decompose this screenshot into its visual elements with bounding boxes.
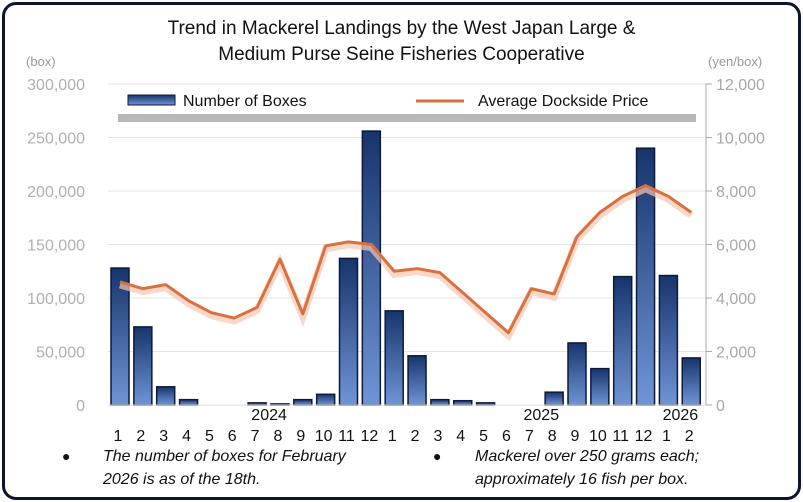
note-1-line-1: The number of boxes for February (103, 448, 346, 465)
x-tick-label: 6 (228, 428, 237, 445)
x-tick-label: 2 (411, 428, 420, 445)
x-tick-label: 2 (136, 428, 145, 445)
left-tick-label: 300,000 (27, 77, 85, 94)
bar (658, 274, 679, 406)
left-tick-label: 150,000 (27, 238, 85, 255)
bar (612, 275, 633, 406)
bar (453, 399, 473, 406)
bar (315, 393, 336, 406)
x-tick-label: 7 (251, 428, 260, 445)
bar (567, 342, 587, 406)
x-tick-label: 1 (388, 428, 397, 445)
left-axis-label: (box) (26, 54, 56, 69)
x-tick-label: 8 (548, 428, 557, 445)
x-tick-label: 11 (612, 428, 629, 445)
bar (293, 398, 313, 406)
x-tick-label: 12 (635, 428, 653, 445)
bar (178, 398, 199, 406)
year-label: 2026 (663, 407, 699, 424)
left-tick-label: 0 (76, 398, 85, 415)
bar (544, 391, 564, 406)
x-tick-label: 1 (114, 428, 123, 445)
year-label: 2024 (251, 407, 287, 424)
chart-title: Trend in Mackerel Landings by the West J… (0, 16, 803, 68)
x-tick-label: 10 (589, 428, 607, 445)
title-line-2: Medium Purse Seine Fisheries Cooperative (218, 44, 585, 65)
left-tick-label: 50,000 (36, 345, 85, 362)
x-tick-label: 4 (182, 428, 191, 445)
price-line (119, 184, 693, 335)
x-tick-label: 12 (360, 428, 378, 445)
note-2: Mackerel over 250 grams each; approximat… (475, 445, 699, 491)
left-tick-label: 250,000 (27, 131, 85, 148)
x-tick-label: 4 (456, 428, 465, 445)
right-axis-label: (yen/box) (708, 54, 762, 69)
title-line-1: Trend in Mackerel Landings by the West J… (167, 18, 636, 39)
bar (361, 130, 382, 406)
x-tick-label: 7 (525, 428, 534, 445)
legend-label-boxes: Number of Boxes (183, 93, 307, 110)
right-tick-label: 0 (716, 398, 725, 415)
bar (384, 310, 404, 406)
x-tick-label: 2 (685, 428, 694, 445)
price-line-glow (119, 184, 694, 342)
bar (155, 386, 176, 406)
x-tick-label: 11 (338, 428, 355, 445)
bar (590, 367, 610, 406)
legend-label-price: Average Dockside Price (478, 93, 649, 110)
bar (681, 357, 701, 406)
year-label: 2025 (524, 407, 560, 424)
bar (407, 355, 427, 406)
right-tick-label: 2,000 (716, 345, 756, 362)
right-tick-label: 10,000 (716, 131, 765, 148)
x-tick-label: 5 (205, 428, 214, 445)
x-tick-label: 1 (662, 428, 671, 445)
bullet: ● (62, 448, 71, 464)
x-tick-label: 9 (571, 428, 580, 445)
x-tick-label: 6 (502, 428, 511, 445)
bar (338, 257, 359, 406)
bar (133, 326, 153, 406)
left-tick-label: 100,000 (27, 291, 85, 308)
note-2-line-1: Mackerel over 250 grams each; (475, 448, 700, 465)
right-tick-label: 4,000 (716, 291, 756, 308)
legend-bar-swatch (127, 94, 176, 106)
legend-shadow (118, 114, 696, 122)
note-2-line-2: approximately 16 fish per box. (475, 471, 689, 488)
x-tick-label: 10 (315, 428, 333, 445)
left-tick-label: 200,000 (27, 184, 85, 201)
right-tick-label: 12,000 (716, 77, 765, 94)
x-tick-label: 8 (273, 428, 282, 445)
x-tick-label: 9 (296, 428, 305, 445)
right-tick-label: 8,000 (716, 184, 756, 201)
x-tick-label: 3 (159, 428, 168, 445)
note-1: The number of boxes for February 2026 is… (103, 445, 346, 491)
x-tick-label: 3 (433, 428, 442, 445)
x-tick-label: 5 (479, 428, 488, 445)
note-1-line-2: 2026 is as of the 18th. (103, 471, 261, 488)
bullet: ● (433, 448, 442, 464)
bar (430, 398, 450, 406)
right-tick-label: 6,000 (716, 238, 756, 255)
